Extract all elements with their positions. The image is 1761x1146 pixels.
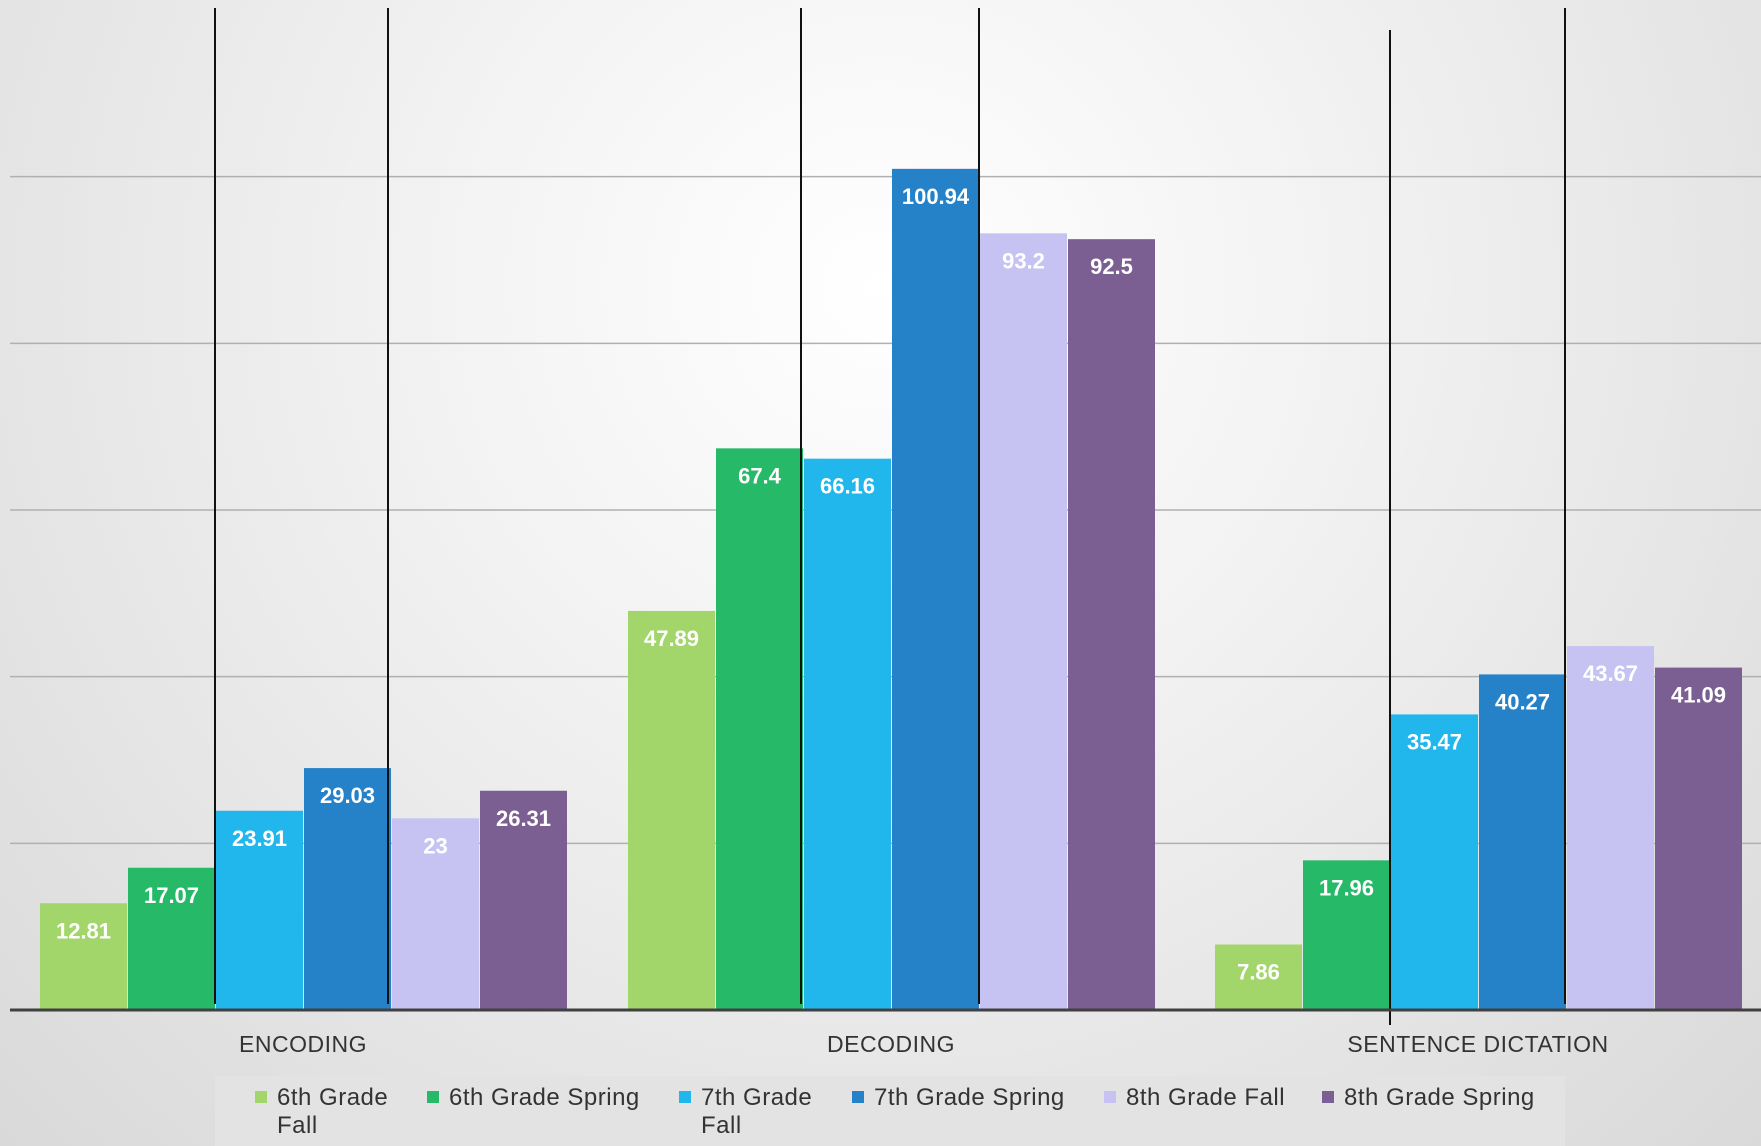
- legend-text: 6th Grade Fall: [277, 1084, 388, 1140]
- bar: [1215, 944, 1302, 1010]
- data-label: 35.47: [1407, 729, 1462, 754]
- data-label: 93.2: [1002, 248, 1045, 273]
- bar: [1479, 674, 1566, 1010]
- legend-swatch: [679, 1091, 691, 1103]
- bar: [980, 233, 1067, 1011]
- data-label: 92.5: [1090, 254, 1133, 279]
- bar: [304, 768, 391, 1010]
- bar: [628, 610, 715, 1010]
- data-label: 43.67: [1583, 661, 1638, 686]
- legend-item-8th-grade-spring: 8th Grade Spring: [1322, 1084, 1535, 1112]
- bar: [1391, 714, 1478, 1010]
- legend-text: 8th Grade Spring: [1344, 1084, 1535, 1112]
- bar: [40, 903, 127, 1010]
- legend-text: 7th Grade Fall: [701, 1084, 812, 1140]
- legend-text: 7th Grade Spring: [874, 1084, 1065, 1112]
- data-label: 12.81: [56, 918, 111, 943]
- data-label: 29.03: [320, 783, 375, 808]
- legend-item-7th-grade-fall: 7th Grade Fall: [679, 1084, 812, 1140]
- data-label: 41.09: [1671, 683, 1726, 708]
- category-label: SENTENCE DICTATION: [1347, 1031, 1608, 1057]
- legend: 6th Grade Fall 6th Grade Spring 7th Grad…: [215, 1076, 1565, 1146]
- data-labels: 12.81 17.07 23.91 29.03 23 26.31 47.89 67.4 66.1…: [56, 184, 1726, 985]
- divider-lines: [214, 8, 1566, 1025]
- legend-label-line2: Fall: [701, 1112, 742, 1139]
- bar-series: [40, 168, 1742, 1011]
- data-label: 100.94: [902, 184, 970, 209]
- legend-swatch: [852, 1091, 864, 1103]
- legend-label: 8th Grade Fall: [1126, 1084, 1286, 1111]
- data-label: 7.86: [1237, 960, 1280, 985]
- legend-label-line2: Fall: [277, 1112, 318, 1139]
- data-label: 17.07: [144, 883, 199, 908]
- legend-item-6th-grade-spring: 6th Grade Spring: [427, 1084, 640, 1112]
- legend-swatch: [427, 1091, 439, 1103]
- data-label: 23.91: [232, 826, 287, 851]
- bar: [1303, 860, 1390, 1010]
- legend-label: 7th Grade: [701, 1084, 813, 1111]
- bar: [128, 867, 215, 1010]
- bar: [216, 810, 303, 1010]
- category-label: ENCODING: [239, 1031, 367, 1057]
- bar: [1068, 239, 1155, 1010]
- legend-label: 7th Grade Spring: [874, 1084, 1065, 1111]
- bar: [480, 790, 567, 1010]
- legend-text: 6th Grade Spring: [449, 1084, 640, 1112]
- bar: [716, 448, 803, 1010]
- bar: [1567, 646, 1654, 1010]
- legend-label: 8th Grade Spring: [1344, 1084, 1535, 1111]
- bar: [892, 168, 979, 1011]
- data-label: 40.27: [1495, 689, 1550, 714]
- data-label: 67.4: [738, 463, 782, 488]
- x-axis: ENCODING DECODING SENTENCE DICTATION: [10, 1008, 1761, 1057]
- legend-swatch: [1322, 1091, 1334, 1103]
- data-label: 23: [423, 833, 447, 858]
- legend-text: 8th Grade Fall: [1126, 1084, 1285, 1112]
- legend-swatch: [1104, 1091, 1116, 1103]
- bar: [1655, 667, 1742, 1010]
- legend-item-8th-grade-fall: 8th Grade Fall: [1104, 1084, 1285, 1112]
- data-label: 47.89: [644, 626, 699, 651]
- bar: [804, 458, 891, 1011]
- bar: [392, 818, 479, 1010]
- legend-swatch: [255, 1091, 267, 1103]
- legend-label: 6th Grade: [277, 1084, 389, 1111]
- data-label: 66.16: [820, 474, 875, 499]
- category-label: DECODING: [827, 1031, 955, 1057]
- data-label: 26.31: [496, 806, 551, 831]
- legend-item-7th-grade-spring: 7th Grade Spring: [852, 1084, 1065, 1112]
- data-label: 17.96: [1319, 875, 1374, 900]
- legend-item-6th-grade-fall: 6th Grade Fall: [255, 1084, 388, 1140]
- legend-label: 6th Grade Spring: [449, 1084, 640, 1111]
